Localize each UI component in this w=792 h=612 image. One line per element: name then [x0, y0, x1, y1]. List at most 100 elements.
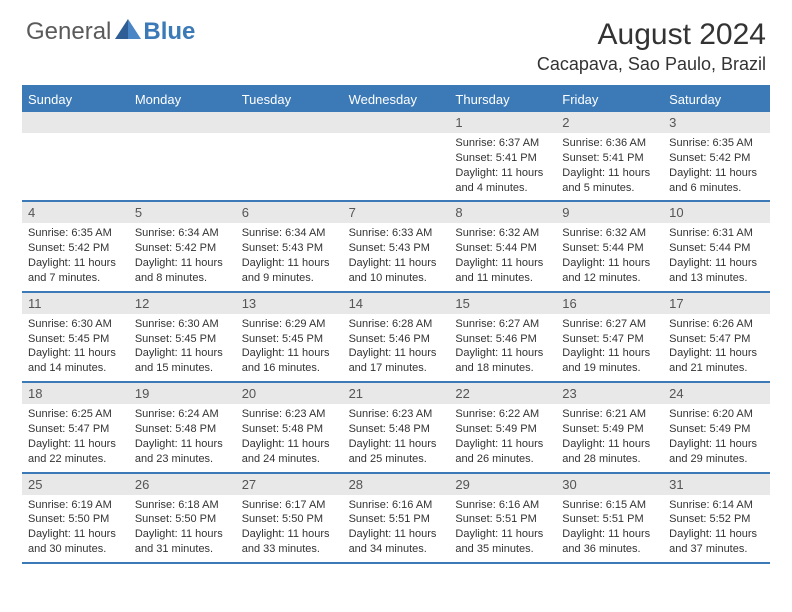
sunset-text: Sunset: 5:50 PM [28, 512, 123, 527]
calendar-day: 4Sunrise: 6:35 AMSunset: 5:42 PMDaylight… [22, 202, 129, 290]
day-number: 19 [129, 383, 236, 404]
sunset-text: Sunset: 5:49 PM [562, 422, 657, 437]
calendar-week: 1Sunrise: 6:37 AMSunset: 5:41 PMDaylight… [22, 112, 770, 202]
daylight-text: Daylight: 11 hours and 22 minutes. [28, 437, 123, 467]
daylight-text: Daylight: 11 hours and 4 minutes. [455, 166, 550, 196]
day-body: Sunrise: 6:37 AMSunset: 5:41 PMDaylight:… [449, 133, 556, 200]
sunrise-text: Sunrise: 6:19 AM [28, 498, 123, 513]
calendar-day: 13Sunrise: 6:29 AMSunset: 5:45 PMDayligh… [236, 293, 343, 381]
calendar-day: 7Sunrise: 6:33 AMSunset: 5:43 PMDaylight… [343, 202, 450, 290]
sunset-text: Sunset: 5:50 PM [242, 512, 337, 527]
sunrise-text: Sunrise: 6:21 AM [562, 407, 657, 422]
day-body: Sunrise: 6:29 AMSunset: 5:45 PMDaylight:… [236, 314, 343, 381]
calendar-day: 24Sunrise: 6:20 AMSunset: 5:49 PMDayligh… [663, 383, 770, 471]
month-title: August 2024 [537, 18, 766, 52]
sunrise-text: Sunrise: 6:30 AM [135, 317, 230, 332]
weekday-header: Wednesday [343, 87, 450, 112]
daylight-text: Daylight: 11 hours and 11 minutes. [455, 256, 550, 286]
sunrise-text: Sunrise: 6:20 AM [669, 407, 764, 422]
sunset-text: Sunset: 5:47 PM [669, 332, 764, 347]
sunrise-text: Sunrise: 6:29 AM [242, 317, 337, 332]
day-body: Sunrise: 6:15 AMSunset: 5:51 PMDaylight:… [556, 495, 663, 562]
daylight-text: Daylight: 11 hours and 33 minutes. [242, 527, 337, 557]
daylight-text: Daylight: 11 hours and 5 minutes. [562, 166, 657, 196]
sunset-text: Sunset: 5:46 PM [455, 332, 550, 347]
sunrise-text: Sunrise: 6:27 AM [455, 317, 550, 332]
day-body: Sunrise: 6:30 AMSunset: 5:45 PMDaylight:… [22, 314, 129, 381]
day-number: 15 [449, 293, 556, 314]
calendar-day: 26Sunrise: 6:18 AMSunset: 5:50 PMDayligh… [129, 474, 236, 562]
day-body: Sunrise: 6:23 AMSunset: 5:48 PMDaylight:… [236, 404, 343, 471]
daylight-text: Daylight: 11 hours and 16 minutes. [242, 346, 337, 376]
sunset-text: Sunset: 5:51 PM [562, 512, 657, 527]
location: Cacapava, Sao Paulo, Brazil [537, 54, 766, 75]
sunset-text: Sunset: 5:49 PM [669, 422, 764, 437]
calendar-day: 19Sunrise: 6:24 AMSunset: 5:48 PMDayligh… [129, 383, 236, 471]
weekday-header: Friday [556, 87, 663, 112]
daylight-text: Daylight: 11 hours and 15 minutes. [135, 346, 230, 376]
weekday-header: Sunday [22, 87, 129, 112]
weekday-row: SundayMondayTuesdayWednesdayThursdayFrid… [22, 87, 770, 112]
day-body: Sunrise: 6:32 AMSunset: 5:44 PMDaylight:… [556, 223, 663, 290]
day-number: 27 [236, 474, 343, 495]
day-number: 12 [129, 293, 236, 314]
day-number: 18 [22, 383, 129, 404]
day-number: 10 [663, 202, 770, 223]
day-number: 30 [556, 474, 663, 495]
sunrise-text: Sunrise: 6:16 AM [349, 498, 444, 513]
sunrise-text: Sunrise: 6:32 AM [455, 226, 550, 241]
calendar-day: 25Sunrise: 6:19 AMSunset: 5:50 PMDayligh… [22, 474, 129, 562]
sunrise-text: Sunrise: 6:34 AM [242, 226, 337, 241]
calendar-day: 18Sunrise: 6:25 AMSunset: 5:47 PMDayligh… [22, 383, 129, 471]
sunset-text: Sunset: 5:44 PM [455, 241, 550, 256]
calendar-day: 30Sunrise: 6:15 AMSunset: 5:51 PMDayligh… [556, 474, 663, 562]
daylight-text: Daylight: 11 hours and 14 minutes. [28, 346, 123, 376]
sunset-text: Sunset: 5:43 PM [242, 241, 337, 256]
day-number: 1 [449, 112, 556, 133]
calendar-week: 4Sunrise: 6:35 AMSunset: 5:42 PMDaylight… [22, 202, 770, 292]
day-number: 21 [343, 383, 450, 404]
sunset-text: Sunset: 5:51 PM [455, 512, 550, 527]
day-number: 9 [556, 202, 663, 223]
sunset-text: Sunset: 5:42 PM [135, 241, 230, 256]
page-header: General Blue August 2024 Cacapava, Sao P… [0, 0, 792, 81]
day-body: Sunrise: 6:16 AMSunset: 5:51 PMDaylight:… [343, 495, 450, 562]
day-body: Sunrise: 6:14 AMSunset: 5:52 PMDaylight:… [663, 495, 770, 562]
day-number [236, 112, 343, 133]
day-body: Sunrise: 6:35 AMSunset: 5:42 PMDaylight:… [22, 223, 129, 290]
sunset-text: Sunset: 5:42 PM [669, 151, 764, 166]
daylight-text: Daylight: 11 hours and 21 minutes. [669, 346, 764, 376]
sunset-text: Sunset: 5:48 PM [135, 422, 230, 437]
calendar-day: 22Sunrise: 6:22 AMSunset: 5:49 PMDayligh… [449, 383, 556, 471]
sunset-text: Sunset: 5:44 PM [669, 241, 764, 256]
sunrise-text: Sunrise: 6:24 AM [135, 407, 230, 422]
calendar-day: 8 Sunrise: 6:32 AMSunset: 5:44 PMDaylight… [449, 202, 556, 290]
daylight-text: Daylight: 11 hours and 18 minutes. [455, 346, 550, 376]
sunrise-text: Sunrise: 6:15 AM [562, 498, 657, 513]
sunset-text: Sunset: 5:52 PM [669, 512, 764, 527]
sunrise-text: Sunrise: 6:32 AM [562, 226, 657, 241]
day-number: 3 [663, 112, 770, 133]
day-body: Sunrise: 6:18 AMSunset: 5:50 PMDaylight:… [129, 495, 236, 562]
day-body: Sunrise: 6:27 AMSunset: 5:47 PMDaylight:… [556, 314, 663, 381]
sunset-text: Sunset: 5:44 PM [562, 241, 657, 256]
sunrise-text: Sunrise: 6:31 AM [669, 226, 764, 241]
day-number: 2 [556, 112, 663, 133]
daylight-text: Daylight: 11 hours and 30 minutes. [28, 527, 123, 557]
day-body: Sunrise: 6:31 AMSunset: 5:44 PMDaylight:… [663, 223, 770, 290]
sunset-text: Sunset: 5:43 PM [349, 241, 444, 256]
day-body: Sunrise: 6:17 AMSunset: 5:50 PMDaylight:… [236, 495, 343, 562]
day-number: 8 [449, 202, 556, 223]
sunset-text: Sunset: 5:48 PM [349, 422, 444, 437]
calendar-day: 23Sunrise: 6:21 AMSunset: 5:49 PMDayligh… [556, 383, 663, 471]
sunset-text: Sunset: 5:45 PM [135, 332, 230, 347]
sunrise-text: Sunrise: 6:25 AM [28, 407, 123, 422]
day-body: Sunrise: 6:20 AMSunset: 5:49 PMDaylight:… [663, 404, 770, 471]
day-number: 5 [129, 202, 236, 223]
calendar-day: 29Sunrise: 6:16 AMSunset: 5:51 PMDayligh… [449, 474, 556, 562]
sunrise-text: Sunrise: 6:37 AM [455, 136, 550, 151]
logo-text-blue: Blue [143, 18, 195, 46]
calendar-day: 2Sunrise: 6:36 AMSunset: 5:41 PMDaylight… [556, 112, 663, 200]
calendar-day-empty [236, 112, 343, 200]
calendar-day: 9Sunrise: 6:32 AMSunset: 5:44 PMDaylight… [556, 202, 663, 290]
